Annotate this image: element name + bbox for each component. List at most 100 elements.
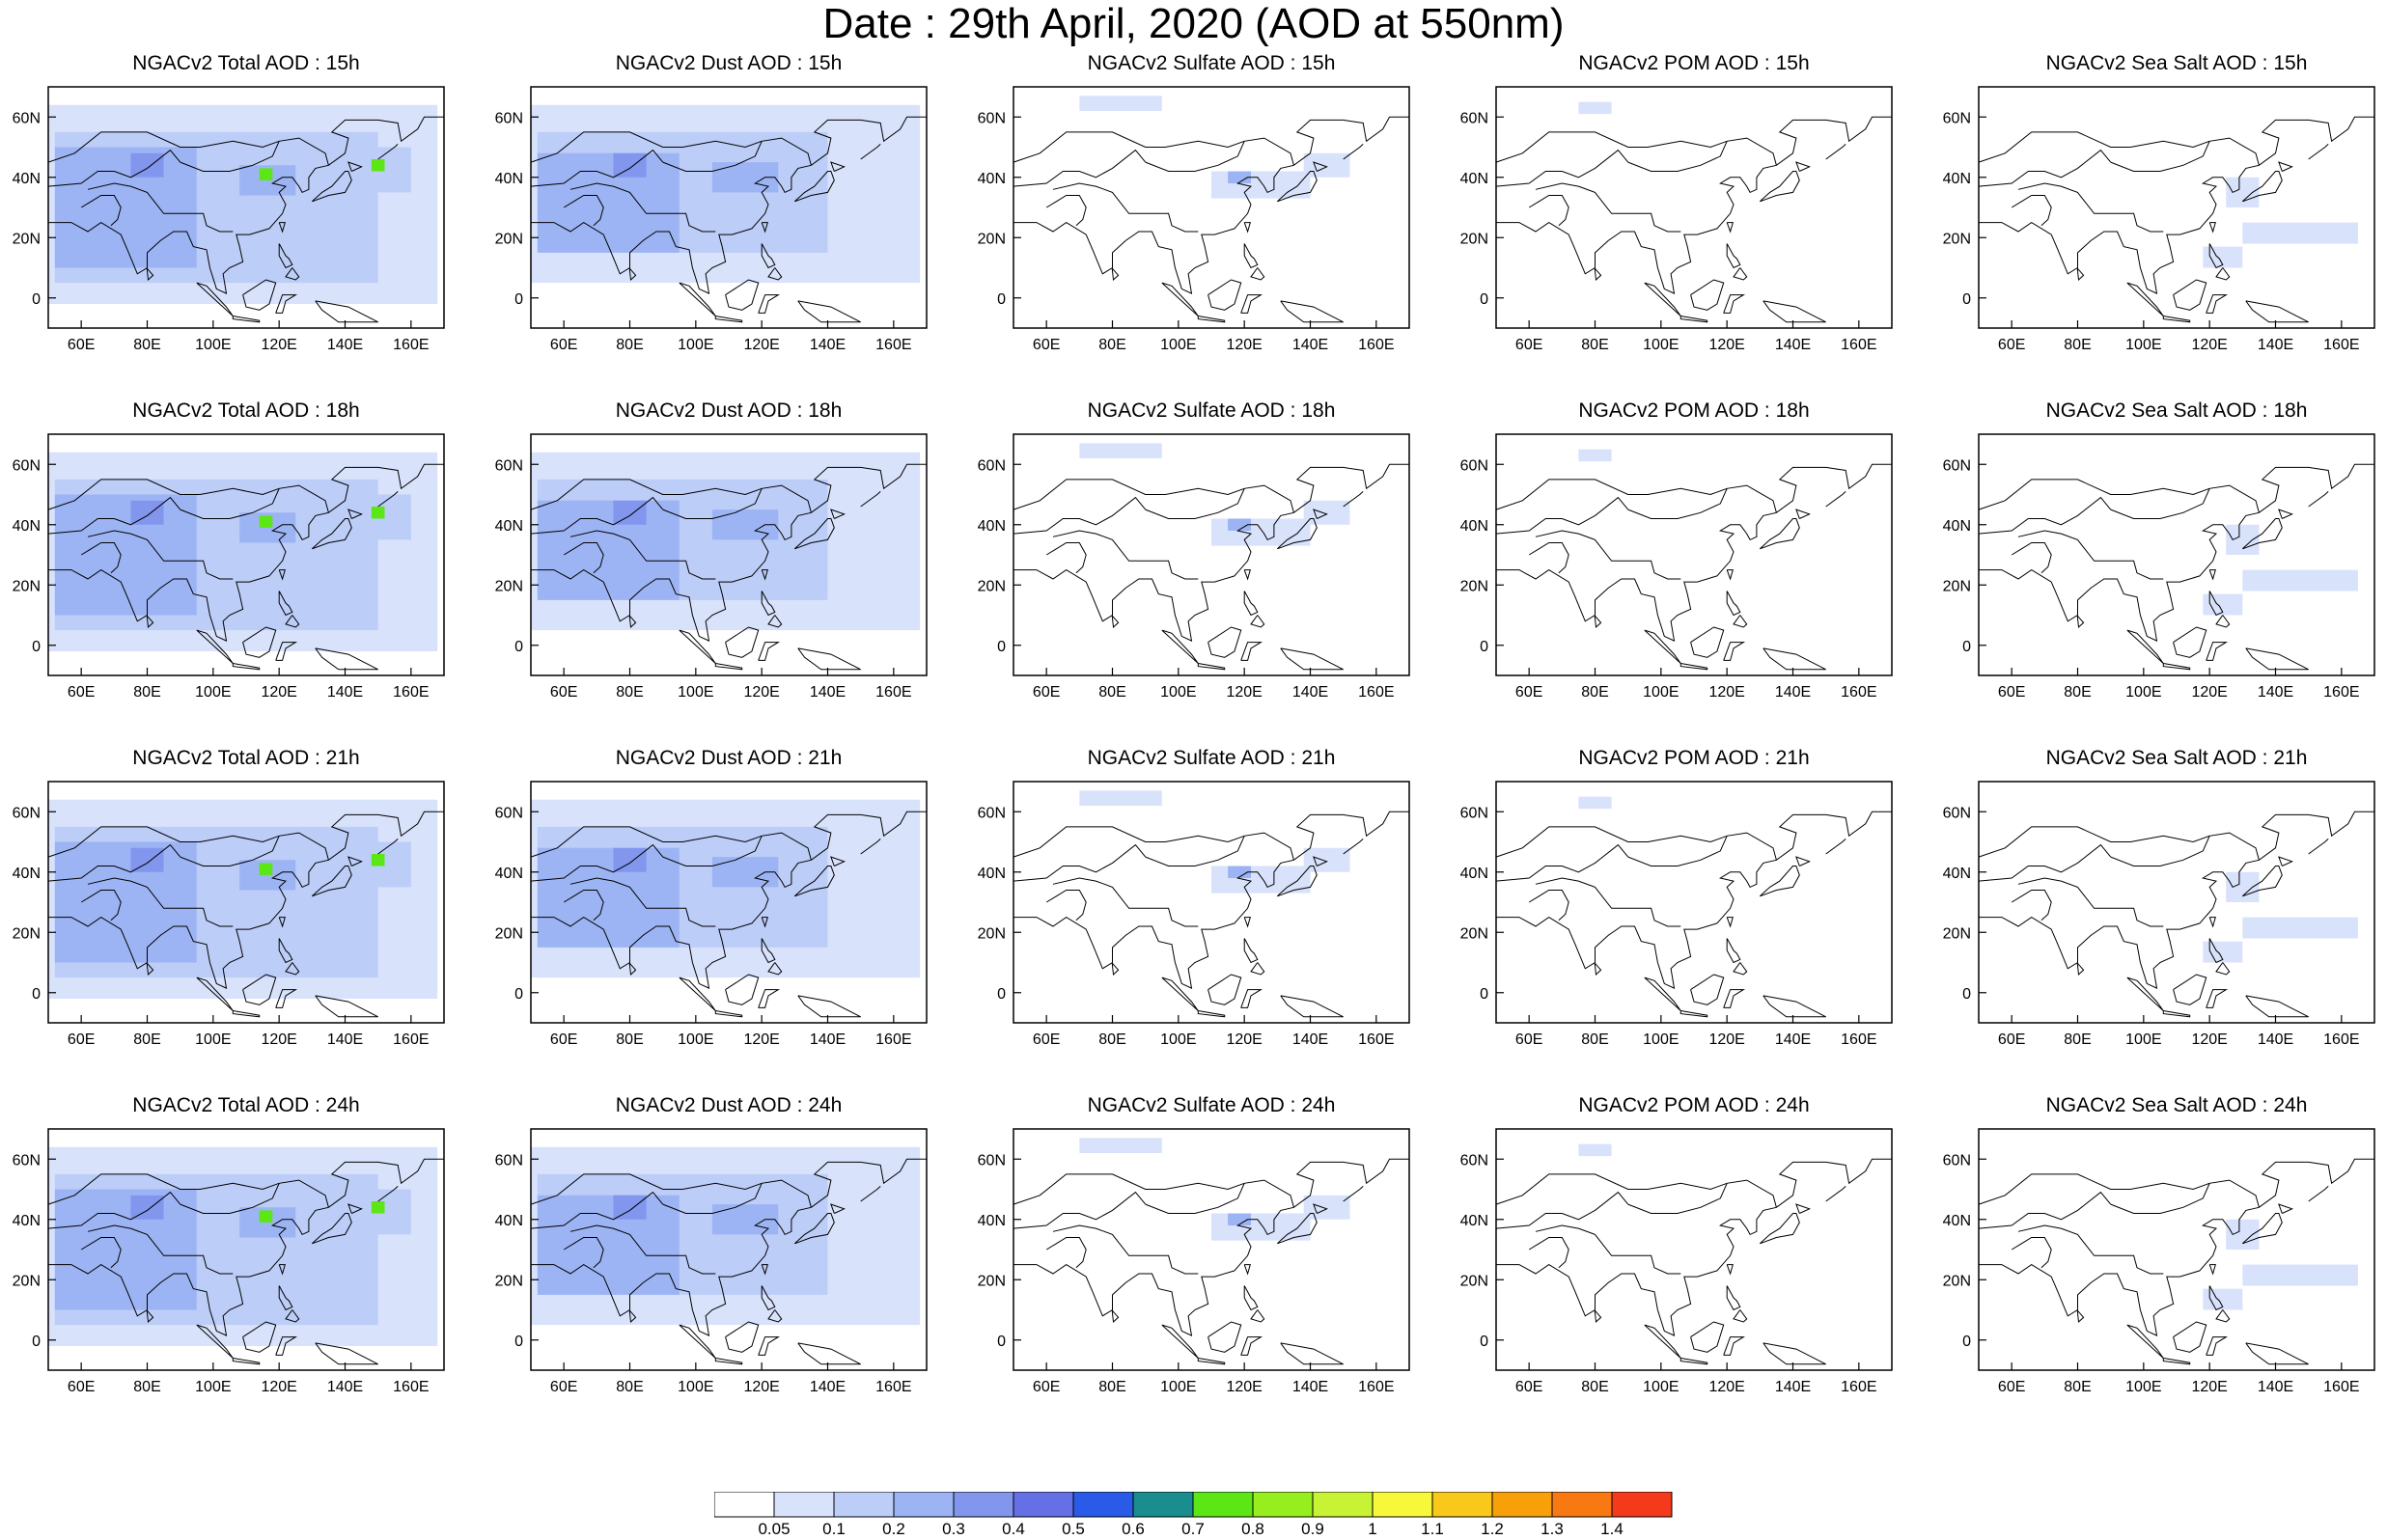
coastline bbox=[1052, 530, 1199, 580]
coastline bbox=[830, 509, 846, 519]
lat-tick-label: 20N bbox=[13, 1273, 41, 1289]
coastline bbox=[1250, 1309, 1265, 1323]
coastline bbox=[2162, 1010, 2191, 1018]
coastline bbox=[531, 463, 927, 642]
map-panel-dust-15h: NGACv2 Dust AOD : 15h 60E 80E 100E 120E 140E 1… bbox=[495, 52, 956, 371]
lon-tick-label: 120E bbox=[2191, 1379, 2227, 1395]
coastline bbox=[146, 267, 154, 282]
coastline bbox=[1052, 182, 1199, 233]
lon-tick-label: 60E bbox=[68, 684, 95, 701]
map-plot: 60E 80E 100E 120E 140E 160E 0 20N 40N 60N bbox=[978, 781, 1410, 1048]
coastline bbox=[530, 479, 812, 513]
lon-tick-label: 120E bbox=[261, 337, 296, 353]
coastline bbox=[1535, 1224, 1681, 1275]
lon-tick-label: 80E bbox=[133, 337, 160, 353]
aod-field-cell bbox=[1578, 1143, 1612, 1157]
aod-field-cell bbox=[1211, 171, 1311, 199]
coastline bbox=[797, 300, 861, 323]
colorbar-swatch bbox=[1252, 1492, 1314, 1518]
lon-tick-label: 160E bbox=[2323, 684, 2359, 701]
coastline bbox=[530, 1191, 664, 1229]
coastline bbox=[1161, 976, 1199, 1011]
coastline bbox=[1978, 149, 2112, 187]
coastline bbox=[1679, 663, 1708, 671]
coastline bbox=[242, 974, 277, 1005]
coastline bbox=[1052, 877, 1199, 927]
coastline bbox=[793, 171, 835, 203]
lon-tick-label: 80E bbox=[616, 337, 643, 353]
coastline bbox=[2245, 300, 2309, 323]
coastline bbox=[232, 316, 261, 323]
lat-tick-label: 40N bbox=[1460, 1213, 1488, 1229]
lon-tick-label: 80E bbox=[2064, 1031, 2091, 1048]
plot-frame bbox=[1978, 781, 2375, 1024]
coastline bbox=[2241, 171, 2283, 203]
aod-field-cell bbox=[259, 515, 273, 528]
coastline bbox=[1496, 116, 1892, 294]
coastline bbox=[1111, 267, 1120, 282]
aod-field-cell bbox=[1228, 1213, 1251, 1225]
lat-tick-label: 60N bbox=[978, 1152, 1006, 1169]
coastline bbox=[1280, 995, 1344, 1018]
lon-tick-label: 160E bbox=[875, 337, 911, 353]
lat-tick-label: 40N bbox=[495, 171, 523, 187]
coastline bbox=[2208, 938, 2224, 964]
plot-frame bbox=[47, 781, 445, 1024]
colorbar-swatch bbox=[1132, 1492, 1194, 1518]
coastline bbox=[1733, 267, 1748, 281]
lat-tick-label: 20N bbox=[495, 578, 523, 594]
coastline bbox=[2208, 1285, 2224, 1311]
aod-field-cell bbox=[130, 500, 164, 525]
plot-frame bbox=[1013, 1128, 1410, 1371]
colorbar-swatch bbox=[833, 1492, 895, 1518]
aod-field-cell bbox=[2226, 177, 2260, 207]
lon-tick-label: 100E bbox=[1160, 684, 1196, 701]
map-panel-seasalt-18h: NGACv2 Sea Salt AOD : 18h 60E 80E 100E 120E 1… bbox=[1943, 399, 2387, 718]
coastline bbox=[531, 1158, 927, 1336]
coastline bbox=[1679, 1010, 1708, 1018]
coastline bbox=[278, 243, 293, 269]
coastline bbox=[1795, 856, 1811, 866]
panel-title: NGACv2 Total AOD : 24h bbox=[132, 1094, 360, 1116]
lat-tick-label: 60N bbox=[1943, 457, 1971, 474]
coastline bbox=[2206, 294, 2229, 314]
lat-tick-label: 0 bbox=[514, 986, 523, 1003]
coastline bbox=[1690, 279, 1725, 311]
coastline bbox=[1495, 479, 1777, 513]
coastline bbox=[1762, 995, 1826, 1018]
coastline bbox=[232, 1010, 261, 1018]
coastline bbox=[180, 1183, 280, 1214]
lat-tick-label: 40N bbox=[978, 866, 1006, 882]
coastline bbox=[1495, 131, 1777, 166]
coastline bbox=[1535, 182, 1681, 233]
coastline bbox=[725, 974, 760, 1005]
coastline bbox=[679, 976, 716, 1011]
aod-field-cell bbox=[613, 1195, 647, 1220]
coastline bbox=[232, 1358, 261, 1365]
colorbar-label: 0.2 bbox=[882, 1520, 905, 1536]
coastline bbox=[2206, 989, 2229, 1008]
aod-field-cell bbox=[1303, 1195, 1350, 1220]
lon-tick-label: 100E bbox=[1643, 1379, 1679, 1395]
coastline bbox=[2173, 279, 2207, 311]
figure-title: Date : 29th April, 2020 (AOD at 550nm) bbox=[822, 0, 1565, 47]
lon-tick-label: 60E bbox=[1033, 1379, 1060, 1395]
coastline bbox=[714, 663, 743, 671]
lat-tick-label: 60N bbox=[13, 457, 41, 474]
coastline bbox=[860, 839, 881, 855]
coastline bbox=[758, 989, 781, 1008]
lon-tick-label: 60E bbox=[1033, 1031, 1060, 1048]
lat-tick-label: 20N bbox=[1943, 925, 1971, 942]
lon-tick-label: 80E bbox=[1581, 1031, 1608, 1048]
lat-tick-label: 40N bbox=[13, 866, 41, 882]
coastline bbox=[311, 171, 352, 203]
coastline bbox=[1240, 1336, 1263, 1356]
map-plot: 60E 80E 100E 120E 140E 160E 0 20N 40N 60N bbox=[978, 1128, 1410, 1395]
coastline bbox=[2017, 530, 2164, 580]
lon-tick-label: 120E bbox=[261, 1379, 296, 1395]
coastline bbox=[146, 1309, 154, 1324]
coastline bbox=[1528, 1237, 1569, 1269]
coastline bbox=[2173, 1321, 2207, 1353]
panel-title: NGACv2 POM AOD : 21h bbox=[1578, 747, 1810, 769]
